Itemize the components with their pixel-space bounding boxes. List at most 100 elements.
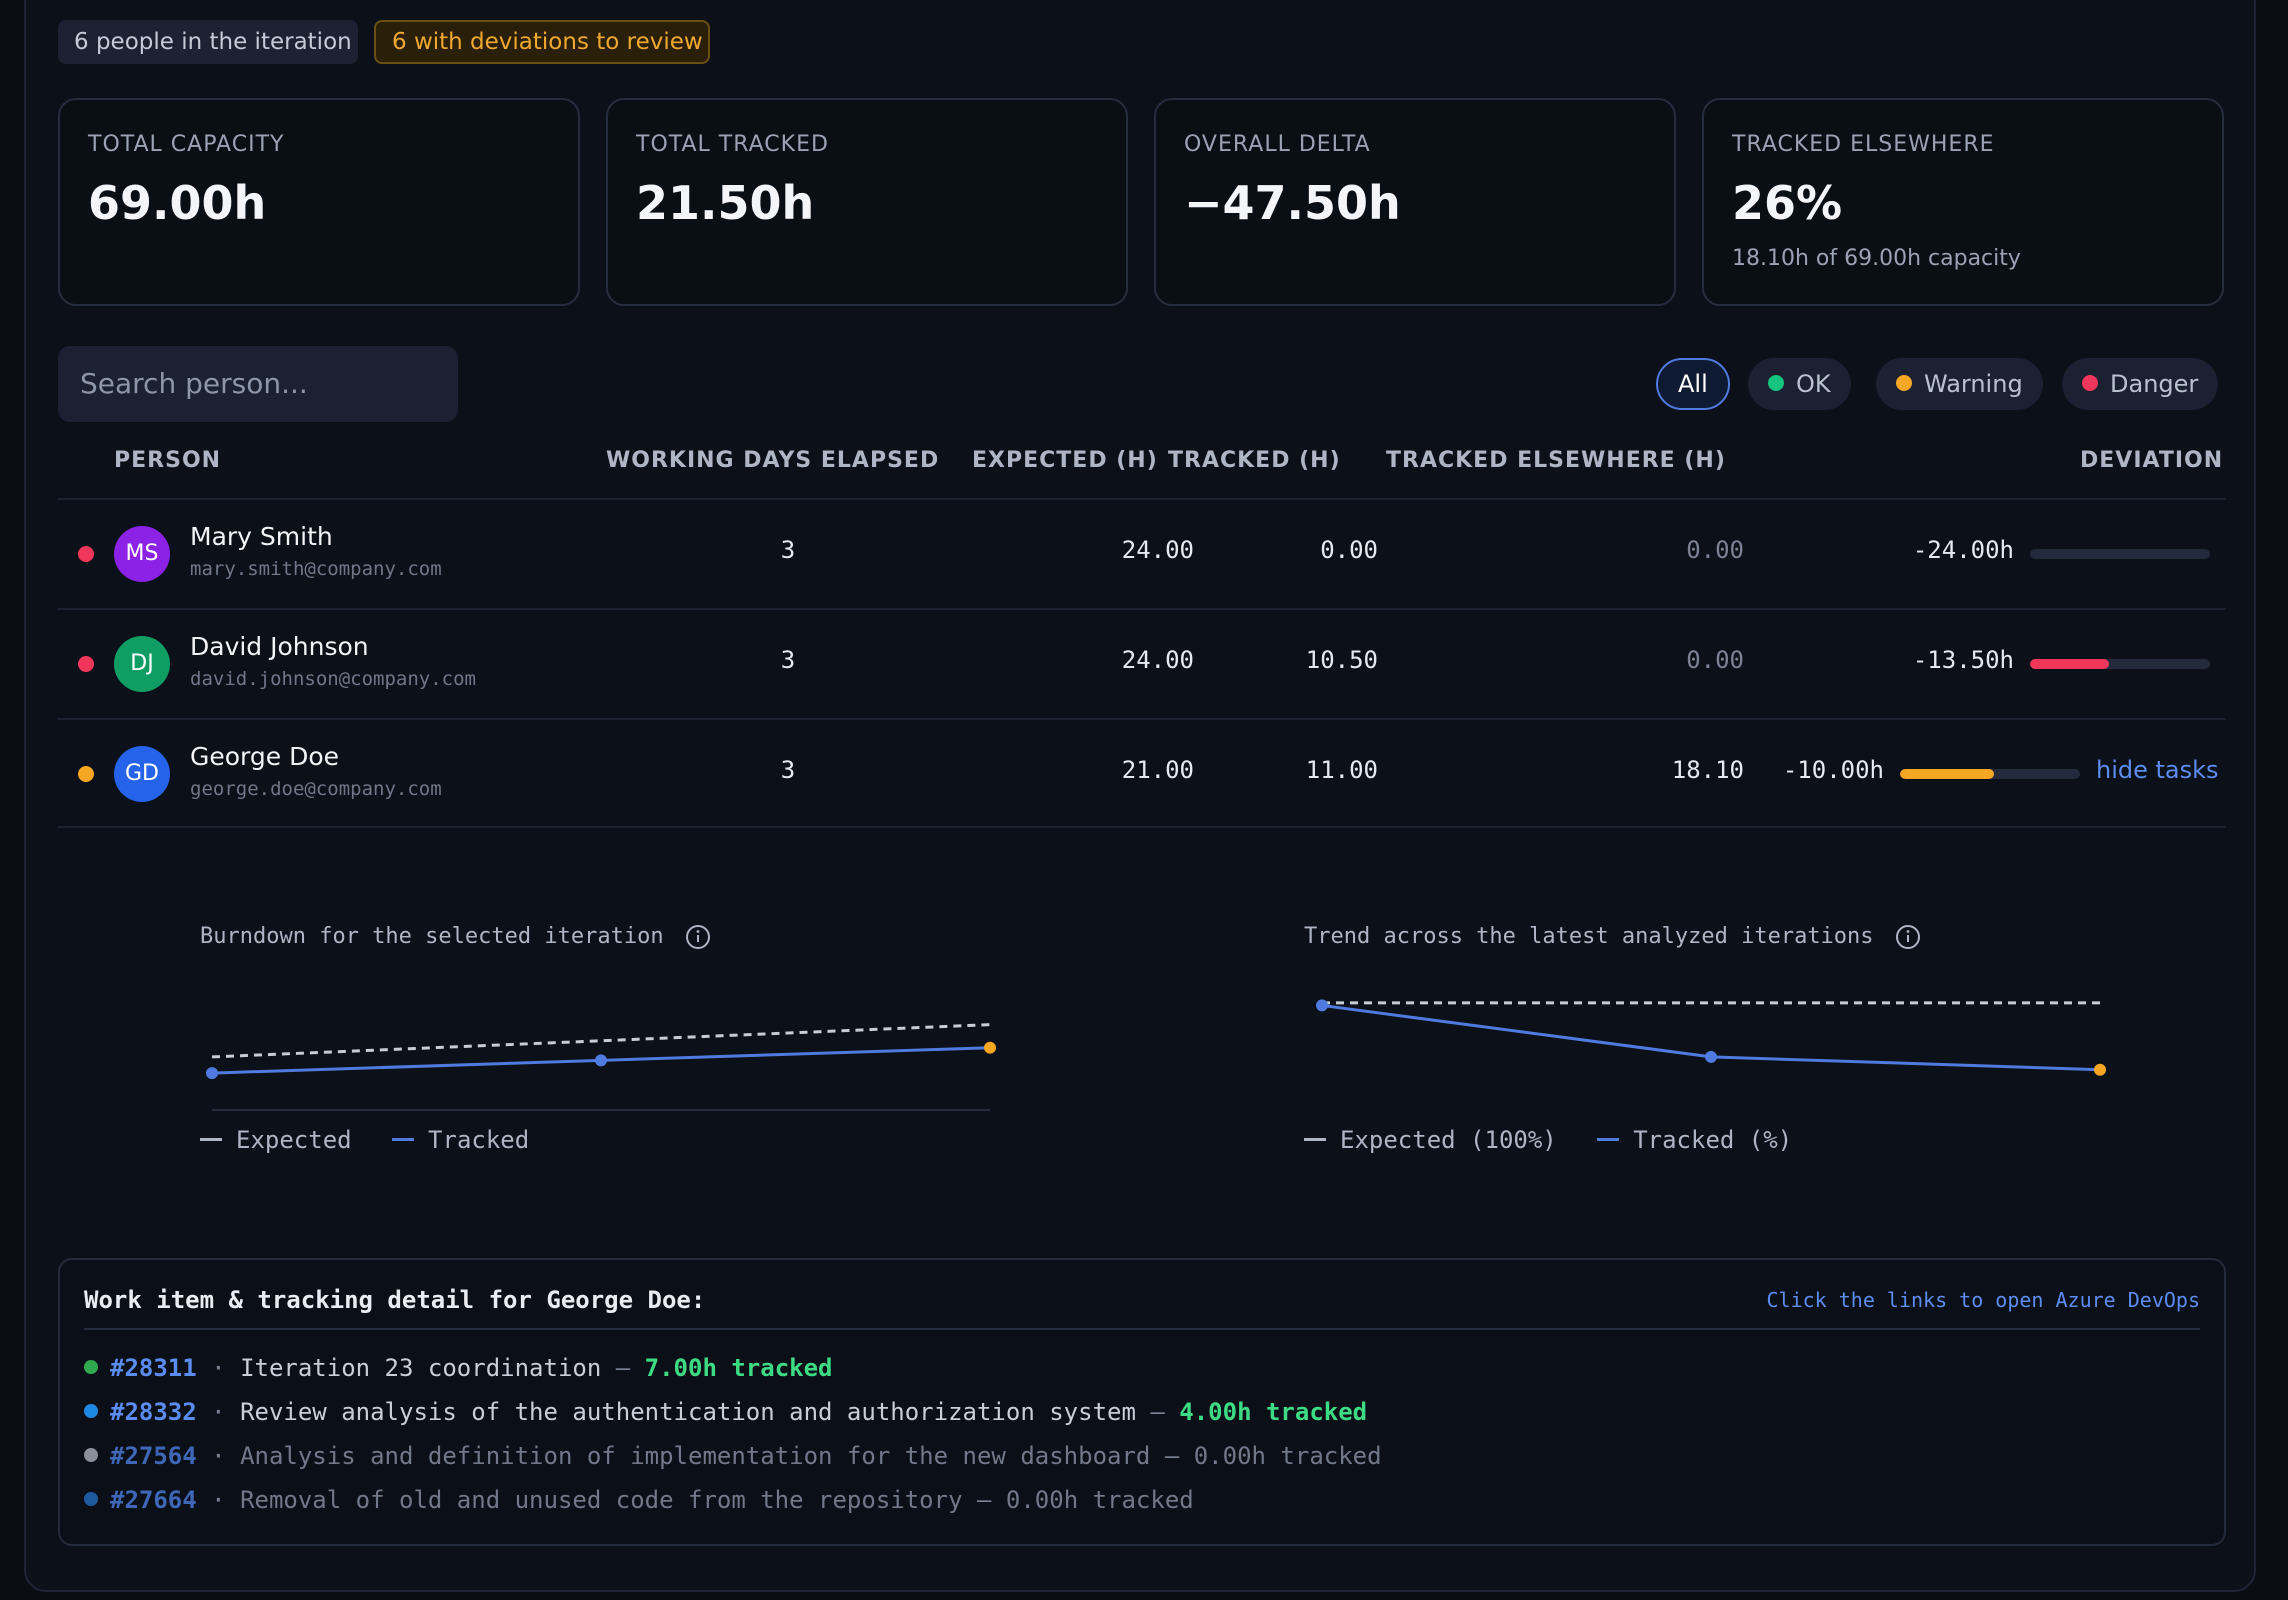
card-overall-delta: OVERALL DELTA −47.50h: [1154, 98, 1676, 306]
tracked-point: [595, 1054, 607, 1067]
separator: ·: [196, 1354, 241, 1382]
col-person[interactable]: PERSON: [114, 448, 222, 473]
work-item: #27564 · Analysis and definition of impl…: [84, 1442, 1382, 1470]
trend-legend: Expected (100%) Tracked (%): [1304, 1126, 1792, 1154]
card-label: TRACKED ELSEWHERE: [1732, 132, 1995, 157]
avatar: MS: [114, 526, 170, 582]
legend-expected: Expected: [236, 1126, 352, 1154]
table-row[interactable]: MS Mary Smith mary.smith@company.com 3 2…: [58, 500, 2226, 608]
card-label: TOTAL CAPACITY: [88, 132, 285, 157]
avatar: DJ: [114, 636, 170, 692]
detail-title: Work item & tracking detail for George D…: [84, 1286, 706, 1314]
chart-title-text: Burndown for the selected iteration: [200, 924, 664, 949]
avatar: GD: [114, 746, 170, 802]
tracked-point: [1705, 1050, 1717, 1063]
burndown-chart-title: Burndown for the selected iteration: [200, 924, 711, 950]
col-tracked-elsewhere[interactable]: TRACKED ELSEWHERE (H): [1386, 448, 1726, 473]
row-divider: [58, 718, 2226, 720]
trend-chart-title: Trend across the latest analyzed iterati…: [1304, 924, 1921, 950]
card-subtext: 18.10h of 69.00h capacity: [1732, 246, 2021, 271]
person-name: Mary Smith: [190, 522, 333, 551]
card-total-capacity: TOTAL CAPACITY 69.00h: [58, 98, 580, 306]
work-item-link[interactable]: #27664: [110, 1486, 197, 1514]
col-expected[interactable]: EXPECTED (H): [972, 448, 1158, 473]
col-working-days[interactable]: WORKING DAYS ELAPSED: [606, 448, 940, 473]
separator: ·: [196, 1442, 241, 1470]
person-name: George Doe: [190, 742, 340, 771]
legend-expected-swatch: [1304, 1137, 1326, 1141]
separator: —: [962, 1486, 1006, 1514]
person-email: david.johnson@company.com: [190, 668, 476, 690]
deviation-value: -24.00h: [1912, 536, 2014, 564]
detail-hint: Click the links to open Azure DevOps: [1766, 1288, 2200, 1312]
deviation-bar: [2030, 659, 2210, 669]
row-divider: [58, 826, 2226, 828]
status-dot-icon: [84, 1404, 98, 1418]
tracked-hours: 10.50: [1305, 646, 1378, 674]
header-divider: [58, 498, 2226, 500]
tracked-hours: 11.00: [1305, 756, 1378, 784]
legend-tracked-swatch: [1597, 1137, 1620, 1141]
col-deviation[interactable]: DEVIATION: [2080, 448, 2224, 473]
work-item-hours: 4.00h tracked: [1179, 1398, 1368, 1426]
table-row[interactable]: GD George Doe george.doe@company.com 3 2…: [58, 720, 2226, 828]
filter-label: All: [1678, 370, 1708, 398]
people-count-badge: 6 people in the iteration: [58, 20, 358, 64]
row-divider: [58, 608, 2226, 610]
info-icon[interactable]: [1895, 924, 1921, 950]
work-item-hours: 0.00h tracked: [1005, 1486, 1194, 1514]
card-value: 21.50h: [636, 176, 815, 230]
work-item-link[interactable]: #27564: [110, 1442, 197, 1470]
separator: —: [1150, 1442, 1194, 1470]
person-name: David Johnson: [190, 632, 369, 661]
burndown-chart: [206, 1023, 996, 1111]
tracked-hours: 0.00: [1320, 536, 1378, 564]
tracked-elsewhere-hours: 0.00: [1686, 536, 1744, 564]
legend-tracked: Tracked: [428, 1126, 530, 1154]
filter-warning[interactable]: Warning: [1876, 358, 2043, 410]
hide-tasks-link[interactable]: hide tasks: [2096, 756, 2219, 784]
tracked-elsewhere-hours: 18.10: [1671, 756, 1744, 784]
expected-hours: 24.00: [1121, 536, 1194, 564]
deviation-bar: [2030, 549, 2210, 559]
legend-tracked-swatch: [392, 1137, 415, 1141]
info-icon[interactable]: [685, 924, 711, 950]
card-label: TOTAL TRACKED: [636, 132, 829, 157]
search-input[interactable]: Search person...: [58, 346, 458, 422]
trend-chart: [1316, 999, 2106, 1076]
filter-label: Warning: [1924, 370, 2023, 398]
work-item: #28311 · Iteration 23 coordination — 7.0…: [84, 1354, 833, 1382]
working-days: 3: [780, 646, 796, 674]
col-tracked[interactable]: TRACKED (H): [1168, 448, 1341, 473]
work-item-title: Iteration 23 coordination: [240, 1354, 602, 1382]
work-item-detail-panel: Work item & tracking detail for George D…: [58, 1258, 2226, 1546]
expected-hours: 21.00: [1121, 756, 1194, 784]
deviation-bar: [1900, 769, 2080, 779]
status-dot-icon: [78, 766, 94, 782]
tracked-elsewhere-hours: 0.00: [1686, 646, 1744, 674]
status-dot-icon: [1896, 375, 1912, 391]
filter-all[interactable]: All: [1656, 358, 1730, 410]
deviation-value: -10.00h: [1782, 756, 1884, 784]
work-item-hours: 7.00h tracked: [644, 1354, 833, 1382]
person-email: mary.smith@company.com: [190, 558, 442, 580]
detail-divider: [84, 1328, 2200, 1330]
work-item-link[interactable]: #28332: [110, 1398, 197, 1426]
table-row[interactable]: DJ David Johnson david.johnson@company.c…: [58, 610, 2226, 718]
chart-title-text: Trend across the latest analyzed iterati…: [1304, 924, 1874, 949]
filter-ok[interactable]: OK: [1748, 358, 1851, 410]
deviations-badge[interactable]: 6 with deviations to review: [374, 20, 710, 64]
legend-expected-swatch: [200, 1137, 222, 1141]
status-dot-icon: [1768, 375, 1784, 391]
work-item-title: Analysis and definition of implementatio…: [240, 1442, 1151, 1470]
person-email: george.doe@company.com: [190, 778, 442, 800]
legend-expected: Expected (100%): [1340, 1126, 1557, 1154]
working-days: 3: [780, 756, 796, 784]
filter-danger[interactable]: Danger: [2062, 358, 2219, 410]
work-item-link[interactable]: #28311: [110, 1354, 197, 1382]
separator: ·: [196, 1486, 241, 1514]
separator: ·: [196, 1398, 241, 1426]
burndown-legend: Expected Tracked: [200, 1126, 529, 1154]
status-dot-icon: [84, 1360, 98, 1374]
work-item-hours: 0.00h tracked: [1193, 1442, 1382, 1470]
